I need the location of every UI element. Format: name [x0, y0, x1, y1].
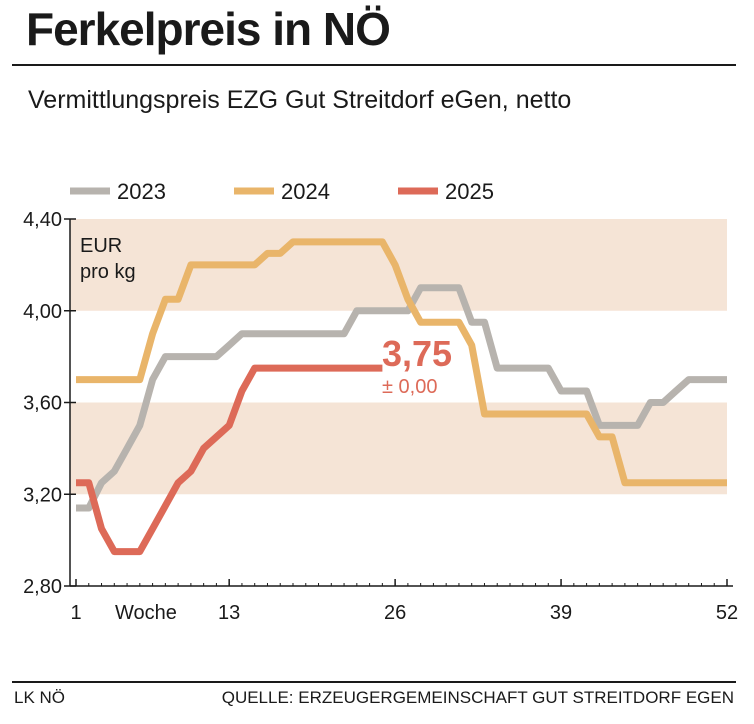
y-tick-label-0: 2,80	[23, 576, 62, 598]
legend-label-2025: 2025	[445, 179, 494, 204]
y-tick-label-4: 4,40	[23, 209, 62, 231]
y-tick-label-1: 3,20	[23, 484, 62, 506]
chart-subtitle: Vermittlungspreis EZG Gut Streitdorf eGe…	[28, 86, 572, 114]
x-tick-label-1: 13	[218, 602, 240, 624]
chart-labels: EUR pro kg Woche 3,75 ± 0,00	[80, 235, 452, 624]
footer-credit: LK NÖ	[14, 688, 66, 707]
legend-label-2024: 2024	[281, 179, 330, 204]
x-tick-label-4: 52	[716, 602, 738, 624]
series-line-2023	[76, 284, 727, 512]
series-lines	[76, 238, 727, 556]
legend-label-2023: 2023	[117, 179, 166, 204]
title-rule	[12, 64, 736, 66]
y-tick-label-3: 4,00	[23, 301, 62, 323]
y-tick-label-2: 3,60	[23, 393, 62, 415]
footer-rule	[12, 681, 736, 683]
current-price-value: 3,75	[382, 333, 452, 374]
footer-source: QUELLE: ERZEUGERGEMEINSCHAFT GUT STREITD…	[221, 688, 734, 707]
x-axis-title: Woche	[115, 602, 177, 624]
x-tick-label-3: 39	[550, 602, 572, 624]
unit-label-eur: EUR	[80, 235, 122, 257]
x-tick-label-0: 1	[70, 602, 81, 624]
x-tick-label-2: 26	[384, 602, 406, 624]
axes: 2,80 3,20 3,60 4,00 4,40 1 13 26 39 52	[23, 209, 738, 624]
series-line-2024	[76, 238, 727, 487]
unit-label-per-kg: pro kg	[80, 261, 136, 283]
series-line-2025	[76, 364, 383, 556]
price-change-label: ± 0,00	[382, 376, 437, 398]
legend: 2023 2024 2025	[70, 179, 494, 204]
chart-title: Ferkelpreis in NÖ	[26, 3, 391, 55]
